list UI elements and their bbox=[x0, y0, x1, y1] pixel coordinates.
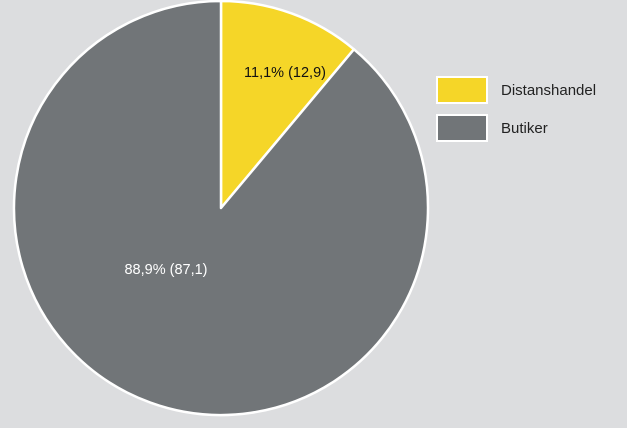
data-label-distanshandel: 11,1% (12,9) bbox=[244, 65, 326, 81]
data-label-butiker: 88,9% (87,1) bbox=[124, 262, 207, 278]
pie-slice-butiker bbox=[12, 0, 430, 417]
pie-slices bbox=[12, 0, 430, 417]
pie-slice-distanshandel bbox=[219, 0, 356, 210]
pie-data-labels: 11,1% (12,9) 88,9% (87,1) bbox=[124, 65, 325, 278]
legend-label-butiker: Butiker bbox=[501, 120, 548, 137]
legend: Distanshandel Butiker bbox=[436, 76, 596, 142]
legend-swatch-distanshandel bbox=[436, 76, 488, 104]
legend-swatch-butiker bbox=[436, 114, 488, 142]
legend-label-distanshandel: Distanshandel bbox=[501, 82, 596, 99]
